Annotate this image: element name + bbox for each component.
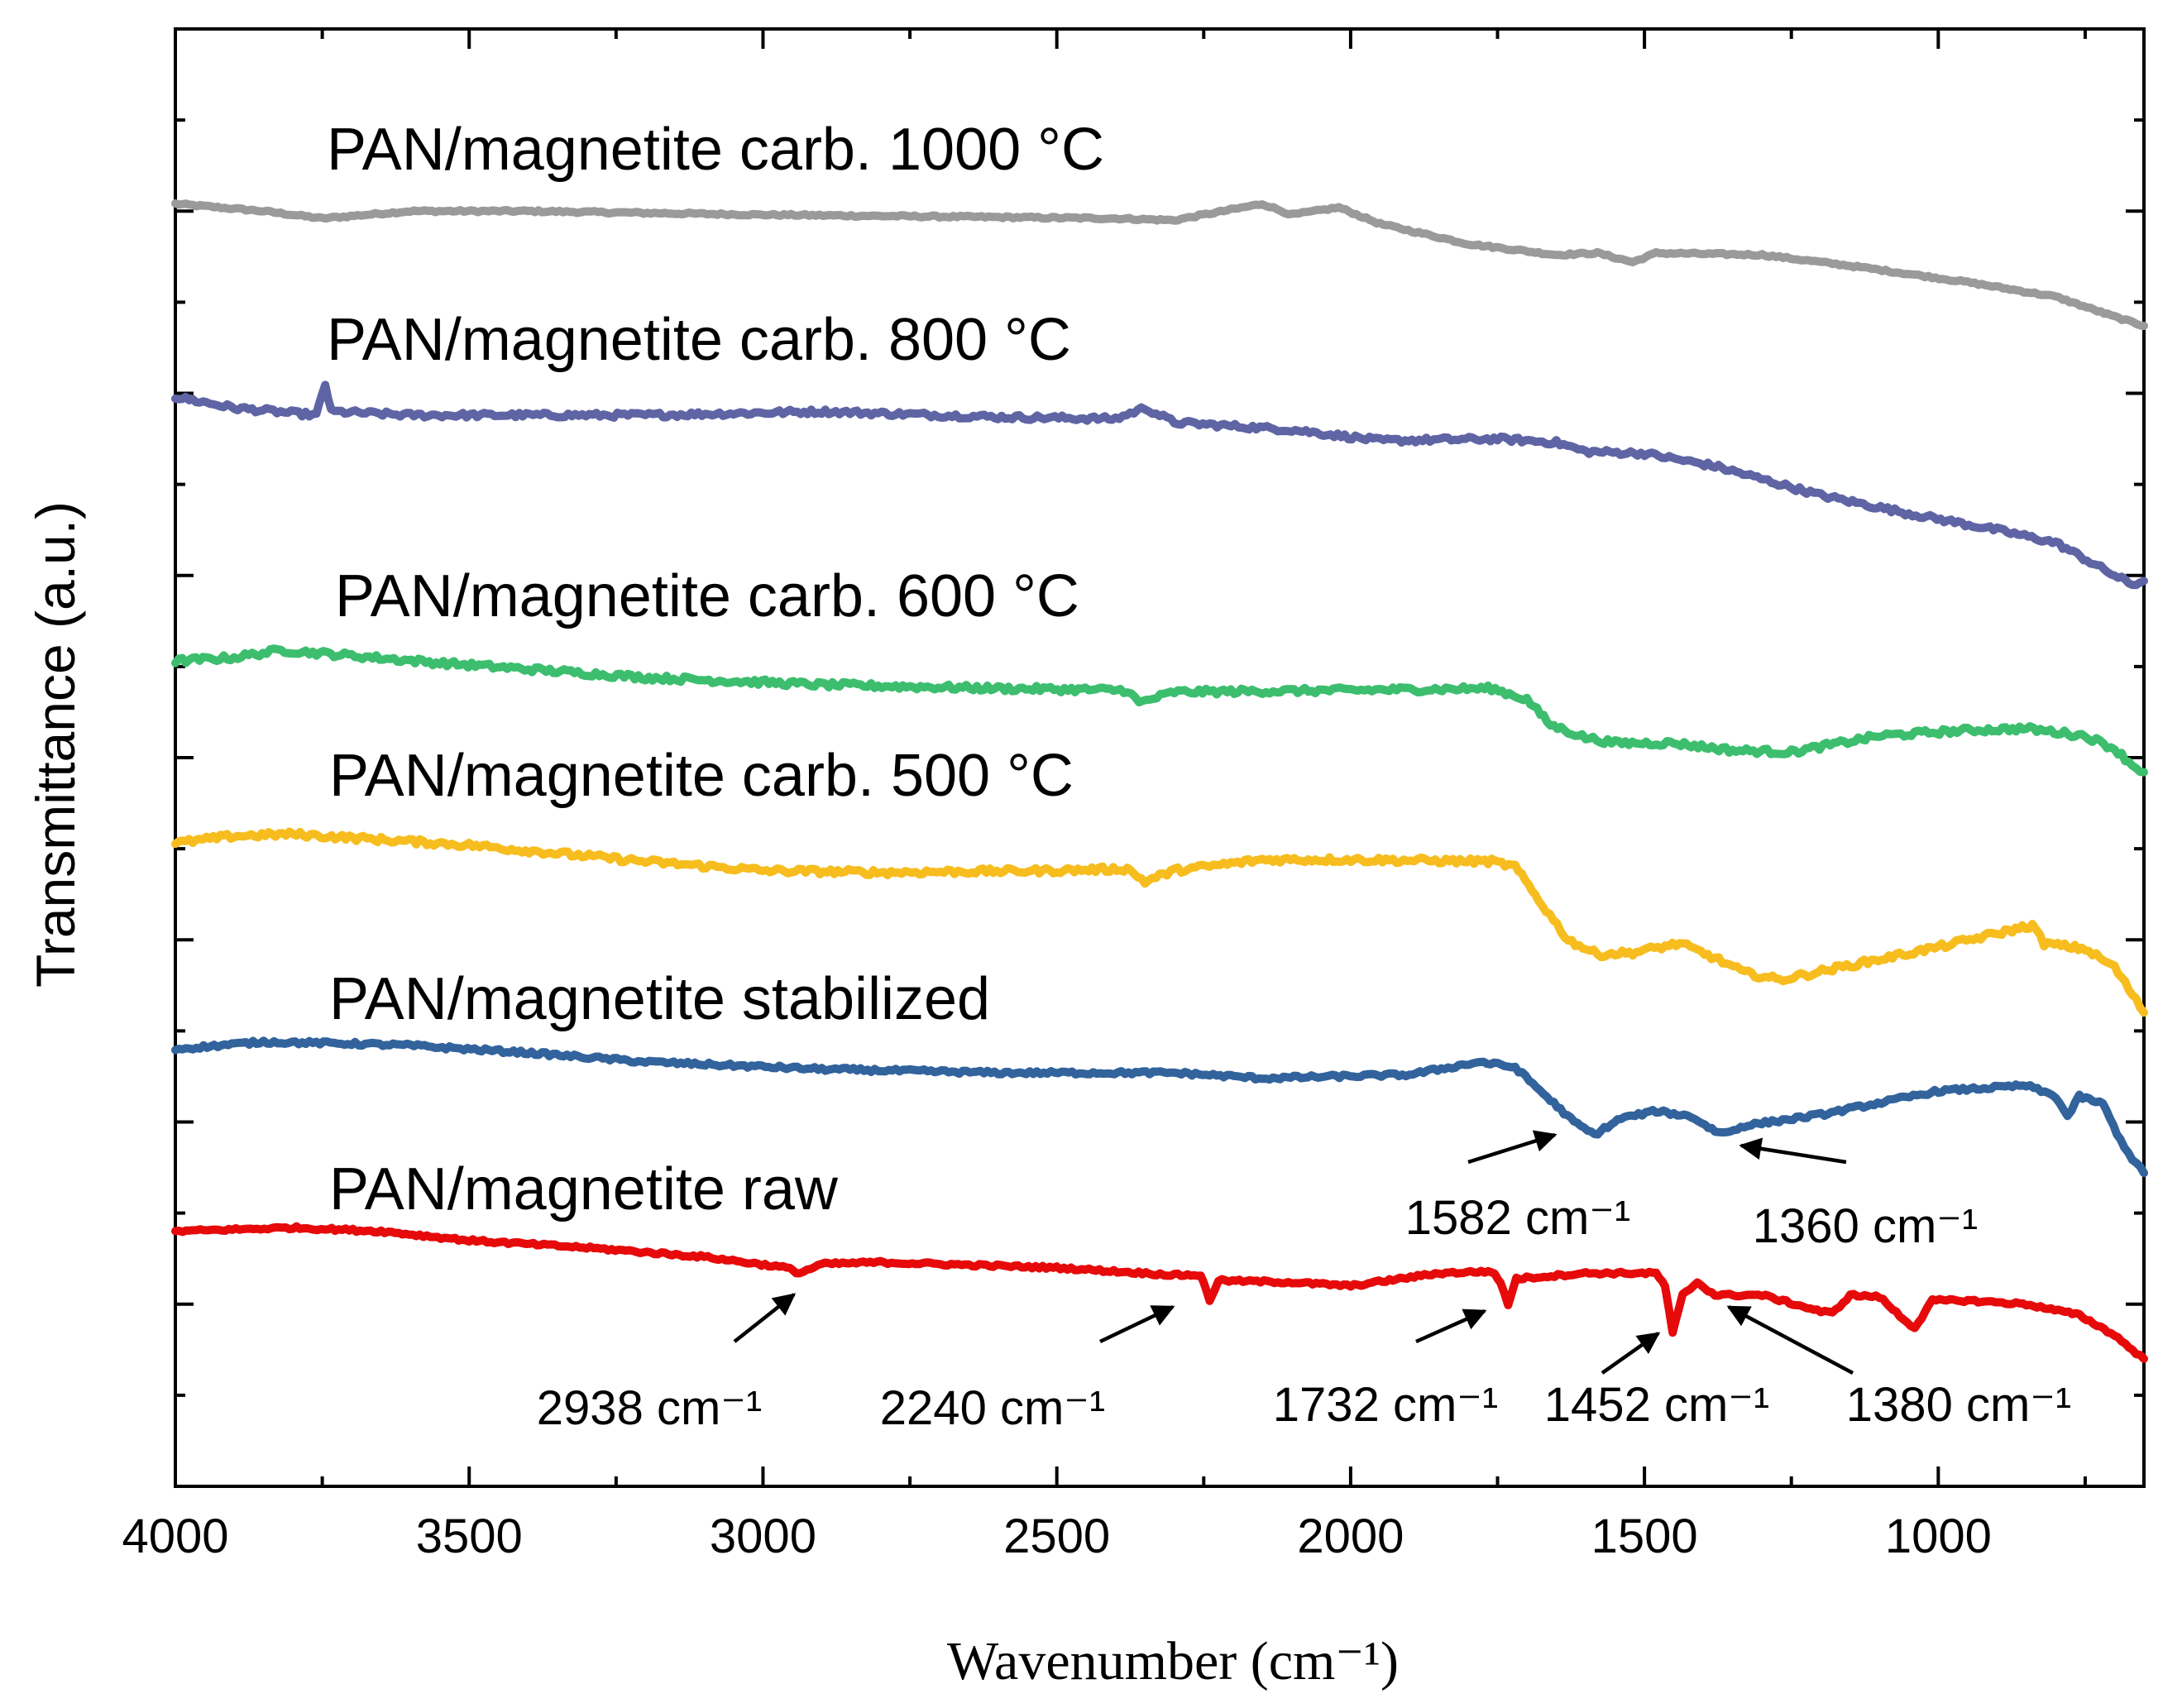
series-line-5 [171, 1222, 2148, 1363]
x-tick-label-1000: 1000 [1885, 1509, 1992, 1563]
x-axis-label: Wavenumber (cm⁻¹) [947, 1631, 1399, 1691]
annotation-label-1732: 1732 cm⁻¹ [1273, 1378, 1498, 1432]
series-labels: PAN/magnetite carb. 1000 °C PAN/magnetite… [327, 117, 1104, 1222]
series-line-0 [171, 199, 2148, 330]
y-axis-label: Transmittance (a.u.) [25, 501, 86, 988]
annotation-arrow-2240 [1099, 1304, 1175, 1344]
series-label-0: PAN/magnetite carb. 1000 °C [327, 117, 1104, 183]
annotation-arrow-1582 [1467, 1130, 1558, 1165]
y-axis-ticks [175, 118, 2144, 1397]
series-lines [171, 199, 2148, 1363]
x-tick-label-2000: 2000 [1297, 1509, 1404, 1563]
x-tick-label-3500: 3500 [416, 1509, 523, 1563]
annotation-label-1380: 1380 cm⁻¹ [1846, 1378, 2071, 1432]
series-label-2: PAN/magnetite carb. 600 °C [335, 563, 1079, 629]
x-tick-label-2500: 2500 [1003, 1509, 1110, 1563]
series-line-3 [171, 827, 2148, 1017]
peak-annotations: 2938 cm⁻¹ 2240 cm⁻¹ 1732 cm⁻¹ 1452 cm⁻¹ 1380… [537, 1130, 2071, 1435]
annotation-label-1582: 1582 cm⁻¹ [1405, 1191, 1630, 1245]
annotation-arrow-1732 [1415, 1309, 1487, 1344]
series-line-2 [171, 644, 2148, 777]
annotation-label-2938: 2938 cm⁻¹ [537, 1381, 762, 1435]
series-label-3: PAN/magnetite carb. 500 °C [329, 743, 1074, 809]
series-label-4: PAN/magnetite stabilized [329, 966, 990, 1032]
annotation-arrow-1452 [1601, 1332, 1661, 1375]
annotation-arrow-1380 [1726, 1305, 1854, 1375]
annotation-label-1452: 1452 cm⁻¹ [1544, 1378, 1769, 1432]
annotation-label-2240: 2240 cm⁻¹ [880, 1381, 1105, 1435]
series-label-5: PAN/magnetite raw [329, 1156, 839, 1222]
series-label-1: PAN/magnetite carb. 800 °C [327, 307, 1071, 373]
x-axis-ticks: 4000 3500 3000 2500 2000 1500 1000 [122, 29, 2087, 1563]
series-line-4 [171, 1036, 2148, 1178]
annotation-arrow-2938 [733, 1293, 797, 1343]
annotation-arrow-1360 [1739, 1137, 1847, 1165]
series-line-1 [171, 380, 2148, 590]
x-tick-label-3000: 3000 [710, 1509, 816, 1563]
x-tick-label-4000: 4000 [122, 1509, 228, 1563]
x-tick-label-1500: 1500 [1591, 1509, 1698, 1563]
annotation-label-1360: 1360 cm⁻¹ [1753, 1199, 1978, 1253]
